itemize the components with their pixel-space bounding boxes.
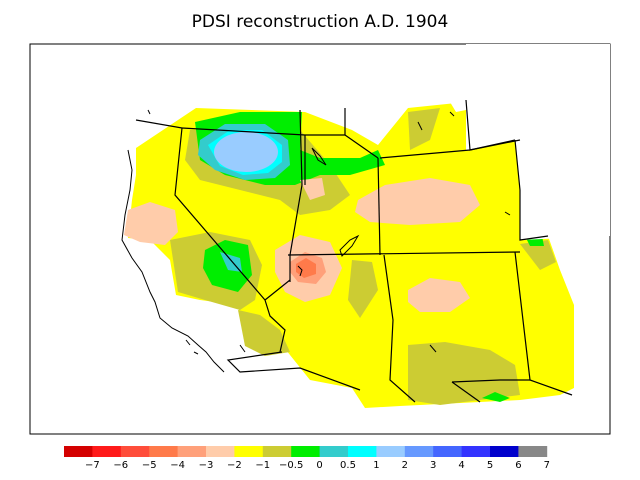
legend-tick-label: 0.5 (340, 460, 356, 471)
legend-swatch (177, 446, 207, 457)
lake-small-1 (297, 265, 303, 277)
legend-tick-label: −1 (255, 460, 270, 471)
legend-swatch (206, 446, 235, 457)
legend-tick-label: −0.5 (279, 460, 303, 471)
legend-tick-label: 3 (430, 460, 436, 471)
field-olive-east (520, 240, 556, 270)
legend-tick-label: −4 (170, 460, 185, 471)
legend-tick-label: 1 (373, 460, 379, 471)
nodata-northeast (466, 44, 610, 240)
legend-swatches (64, 446, 548, 457)
field-peach-nw (300, 178, 325, 200)
legend-swatch (319, 446, 349, 457)
legend-tick-label: −5 (142, 460, 157, 471)
legend-swatch (433, 446, 462, 457)
state-boundaries (135, 99, 573, 403)
lake-center (339, 234, 360, 257)
field-peach-west (124, 202, 178, 245)
legend-tick-label: −7 (85, 460, 100, 471)
legend-swatch (120, 446, 150, 457)
legend-tick-label: 2 (402, 460, 408, 471)
lake-small-4 (417, 121, 423, 131)
legend-swatch (291, 446, 320, 457)
legend-tick-label: 5 (487, 460, 493, 471)
map-title: PDSI reconstruction A.D. 1904 (191, 12, 449, 32)
legend-tick-label: −2 (227, 460, 242, 471)
legend-tick-label: −3 (199, 460, 214, 471)
field-peach-south (408, 278, 470, 312)
legend-swatch (404, 446, 434, 457)
great-salt-lake (311, 147, 327, 166)
legend-tick-label: 7 (544, 460, 550, 471)
legend-swatch (518, 446, 548, 457)
legend-labels: −7 −6 −5 −4 −3 −2 −1 −0.5 0 0.5 1 2 3 4 5 6 7 (85, 460, 550, 471)
legend-swatch (92, 446, 122, 457)
coastline (121, 149, 225, 373)
coastline-islands (185, 339, 246, 355)
legend-swatch (376, 446, 406, 457)
field-lightblue-north (214, 132, 278, 172)
field-olive-south (238, 310, 290, 356)
field-green-se (482, 392, 510, 402)
legend-swatch (348, 446, 377, 457)
legend-swatch (234, 446, 264, 457)
lake-small-6 (449, 111, 455, 117)
field-peach-east (355, 178, 480, 225)
legend-tick-label: 4 (458, 460, 464, 471)
lake-small-3 (147, 109, 151, 115)
map-frame (29, 43, 611, 435)
field-olive-ne (408, 108, 440, 150)
field-olive-se (408, 342, 520, 405)
field-olive-mid (348, 260, 378, 318)
legend-swatch (149, 446, 178, 457)
legend-tick-label: 6 (515, 460, 521, 471)
legend-swatch (64, 446, 93, 457)
legend-tick-label: −6 (113, 460, 128, 471)
nodata-nevada-gap (450, 102, 466, 112)
legend-swatch (490, 446, 519, 457)
legend-tick-label: 0 (316, 460, 322, 471)
legend-swatch (262, 446, 292, 457)
lake-small-2 (429, 344, 437, 353)
legend-swatch (461, 446, 491, 457)
lake-small-5 (504, 211, 511, 216)
